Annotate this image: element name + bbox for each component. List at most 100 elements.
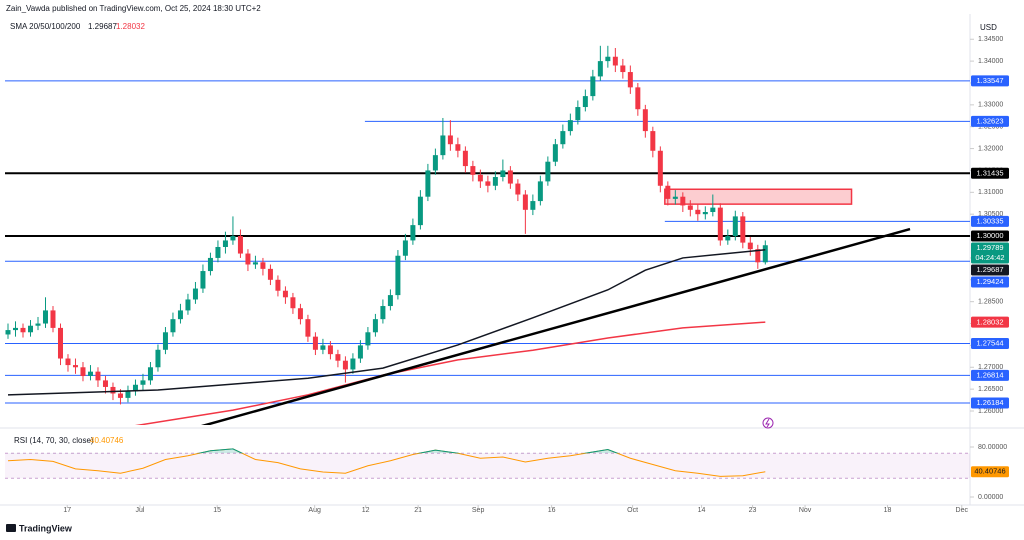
price-badge-label: 1.33547 [976,76,1003,85]
candle-body [237,236,243,254]
candle-body [545,161,551,182]
price-badge-label: 1.30335 [976,217,1003,226]
candle-body [425,170,431,197]
candle-body [87,371,93,377]
price-badge [971,215,1009,227]
x-tick-label: Jul [135,507,144,514]
candle-body [417,196,423,226]
candle-body [80,367,86,377]
candle-body [410,225,416,241]
y-tick-label: 1.26000 [978,408,1003,415]
candle-body [725,236,731,241]
candle-body [687,205,693,210]
candle-body [95,371,101,381]
price-badge-label: 1.29424 [976,277,1003,286]
x-tick-label: Nov [799,507,812,514]
sma-value: 1.28032 [116,22,145,31]
price-badge-label: 1.30000 [976,231,1003,240]
candle-body [635,87,641,110]
candle-body [402,240,408,256]
candle-body [650,131,656,151]
candle-body [747,242,753,250]
rsi-badge-label: 40.40746 [974,467,1005,476]
candle-body [320,345,326,350]
price-badge [971,264,1009,276]
price-badge-label: 1.29687 [976,265,1003,274]
candle-body [110,386,116,394]
candle-body [627,72,633,88]
candle-body [455,144,461,151]
candle-body [605,56,611,62]
candle-body [5,330,11,335]
candle-body [620,65,626,73]
candle-body [147,367,153,381]
candle-body [117,393,123,398]
x-tick-label: 14 [698,507,706,514]
publisher: Zain_Vawda published on TradingView.com,… [6,4,261,13]
x-tick-label: 17 [63,507,71,514]
y-tick-label: 1.33000 [978,102,1003,109]
candle-body [350,358,356,370]
candle-body [470,166,476,175]
candle-body [507,170,513,184]
candle-body [245,253,251,265]
candle-body [335,354,341,361]
candle-body [177,310,183,320]
candle-body [462,150,468,167]
candle-body [612,56,618,66]
candle-body [732,216,738,237]
candle-body [215,246,221,258]
currency: USD [980,23,997,32]
candle-body [665,185,671,199]
candle-body [710,207,716,213]
price-badge [971,167,1009,179]
candle-body [42,310,48,324]
price-badge [971,316,1009,328]
price-badge [971,397,1009,409]
candle-body [132,384,138,392]
y-tick-label: 1.32000 [978,145,1003,152]
candle-body [492,177,498,186]
x-tick-label: 16 [548,507,556,514]
candle-body [560,131,566,145]
candle-body [252,262,258,265]
x-tick-label: 23 [749,507,757,514]
candle-body [380,306,386,320]
price-badge [971,115,1009,127]
price-badge-label: 1.27544 [976,339,1003,348]
candle-body [12,327,18,331]
price-badge-label: 1.26814 [976,371,1003,380]
candle-body [552,144,558,162]
x-tick-label: 12 [362,507,370,514]
zone [664,188,853,205]
price-badge-label: 1.28032 [976,317,1003,326]
candle-body [65,358,71,366]
price-badge [971,369,1009,381]
candle-body [102,380,108,387]
y-tick-label: 1.26500 [978,386,1003,393]
candle-body [680,196,686,206]
candle-body [695,209,701,215]
candle-body [230,236,236,241]
moving-average [134,321,766,425]
candle-body [537,181,543,202]
candle-body [162,332,168,350]
candle-body [717,207,723,241]
lightning-icon [762,417,774,429]
indicator-title: SMA 20/50/100/200 [10,22,81,31]
price-badge-label: 1.26184 [976,398,1003,407]
candle-body [327,345,333,355]
candle-body [305,319,311,337]
y-tick-label: 1.32500 [978,124,1003,131]
y-tick-label: 80.00000 [978,444,1007,451]
candle-body [500,170,506,178]
candle-body [575,107,581,121]
logo: TradingView [6,523,73,533]
x-tick-label: 18 [884,507,892,514]
candle-body [342,360,348,370]
candle-body [170,319,176,333]
price-badge [971,337,1009,349]
candle-body [485,181,491,186]
candle-body [72,365,78,368]
